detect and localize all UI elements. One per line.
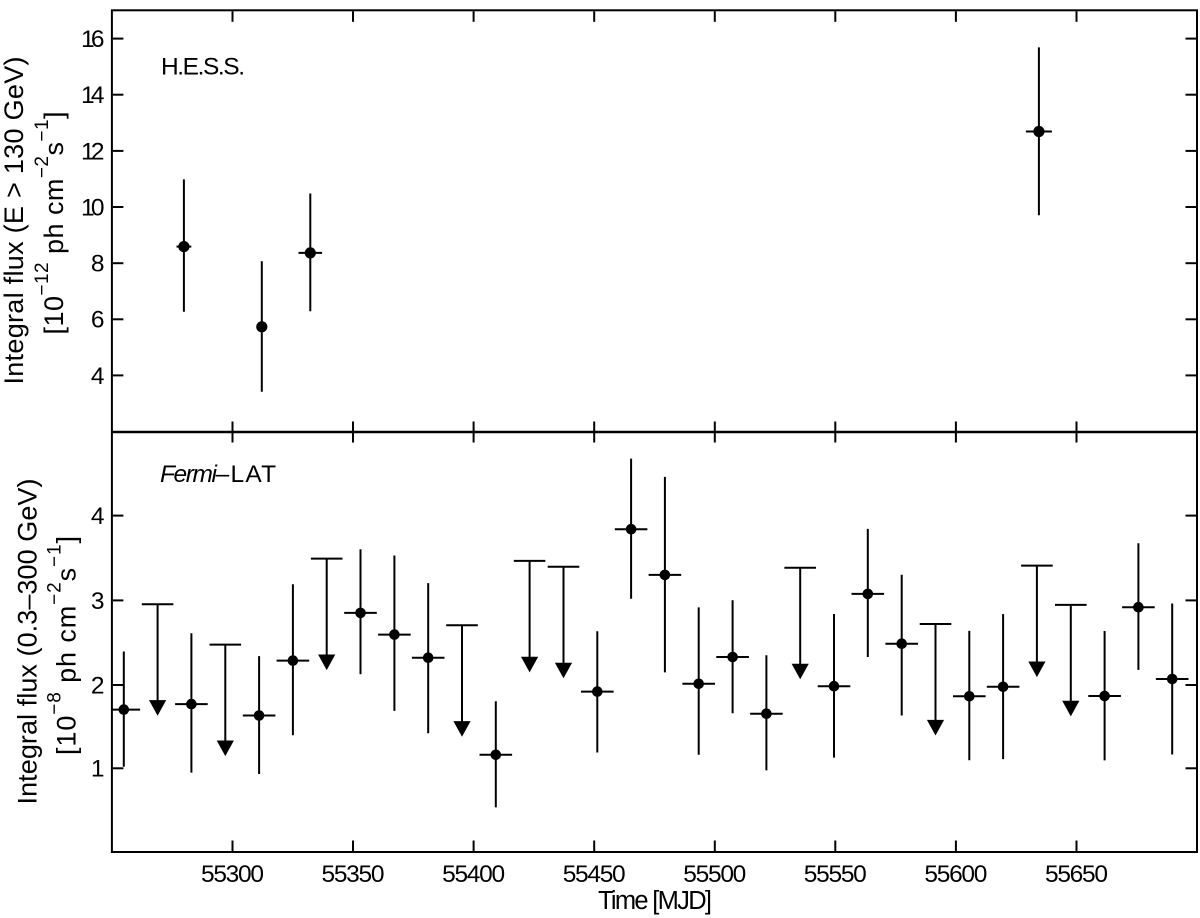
svg-text:Integral flux (E > 130 GeV): Integral flux (E > 130 GeV) bbox=[0, 57, 29, 385]
svg-text:55350: 55350 bbox=[322, 861, 385, 888]
svg-text:10: 10 bbox=[81, 194, 105, 221]
svg-text:55600: 55600 bbox=[924, 861, 987, 888]
svg-text:55500: 55500 bbox=[683, 861, 746, 888]
svg-text:[10−8 ph cm−2s−1]: [10−8 ph cm−2s−1] bbox=[45, 536, 82, 755]
svg-text:12: 12 bbox=[81, 138, 105, 165]
svg-text:Time [MJD]: Time [MJD] bbox=[598, 887, 712, 915]
svg-text:Fermi–LAT: Fermi–LAT bbox=[160, 461, 276, 488]
svg-text:55550: 55550 bbox=[804, 861, 867, 888]
svg-text:[10−12 ph cm−2s−1]: [10−12 ph cm−2s−1] bbox=[32, 112, 69, 335]
svg-text:2: 2 bbox=[91, 672, 105, 699]
svg-text:55300: 55300 bbox=[201, 861, 264, 888]
svg-text:4: 4 bbox=[91, 363, 105, 390]
svg-text:14: 14 bbox=[81, 82, 105, 109]
svg-text:6: 6 bbox=[91, 307, 105, 334]
svg-text:55400: 55400 bbox=[442, 861, 505, 888]
svg-text:4: 4 bbox=[91, 503, 105, 530]
svg-text:16: 16 bbox=[81, 26, 105, 53]
svg-text:55450: 55450 bbox=[563, 861, 626, 888]
svg-text:3: 3 bbox=[91, 588, 105, 615]
svg-text:1: 1 bbox=[91, 756, 105, 783]
svg-text:Integral flux (0.3–300 GeV): Integral flux (0.3–300 GeV) bbox=[13, 479, 43, 805]
svg-text:8: 8 bbox=[91, 251, 105, 278]
svg-text:H.E.S.S.: H.E.S.S. bbox=[161, 54, 245, 81]
svg-text:55650: 55650 bbox=[1045, 861, 1108, 888]
